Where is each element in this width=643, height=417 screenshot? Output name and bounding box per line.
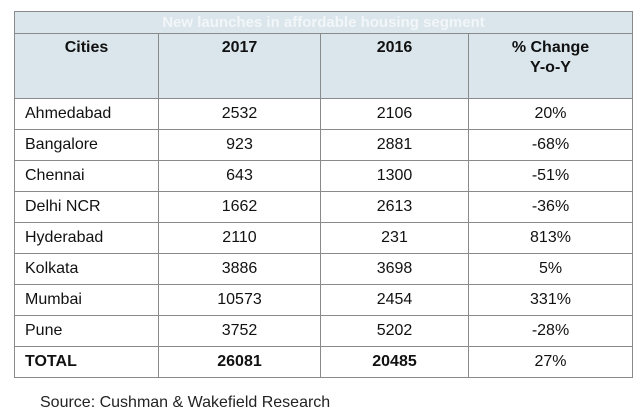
value-2016-cell: 2613 [320, 191, 469, 223]
housing-launch-table-container: New launches in affordable housing segme… [14, 11, 633, 378]
pct-change-cell: 5% [468, 253, 633, 285]
value-2016-cell: 2881 [320, 129, 469, 161]
value-2017-cell: 2110 [158, 222, 321, 254]
pct-change-cell: -36% [468, 191, 633, 223]
table-title-row: New launches in affordable housing segme… [14, 11, 633, 34]
table-row: Hyderabad 2110 231 813% [14, 222, 633, 254]
value-2017-cell: 643 [158, 160, 321, 192]
housing-launch-table: New launches in affordable housing segme… [14, 11, 633, 378]
table-row: Pune 3752 5202 -28% [14, 315, 633, 347]
total-2016: 20485 [320, 346, 469, 378]
column-header-2016: 2016 [320, 33, 469, 99]
pct-change-cell: -51% [468, 160, 633, 192]
total-label: TOTAL [14, 346, 159, 378]
value-2016-cell: 1300 [320, 160, 469, 192]
value-2016-cell: 5202 [320, 315, 469, 347]
value-2016-cell: 2106 [320, 98, 469, 130]
total-change: 27% [468, 346, 633, 378]
value-2016-cell: 3698 [320, 253, 469, 285]
column-header-2017: 2017 [158, 33, 321, 99]
city-cell: Chennai [14, 160, 159, 192]
city-cell: Kolkata [14, 253, 159, 285]
value-2017-cell: 10573 [158, 284, 321, 316]
value-2017-cell: 2532 [158, 98, 321, 130]
pct-change-cell: -28% [468, 315, 633, 347]
total-2017: 26081 [158, 346, 321, 378]
table-row: Chennai 643 1300 -51% [14, 160, 633, 192]
table-header-row: Cities 2017 2016 % Change Y-o-Y [14, 33, 633, 99]
pct-change-cell: 20% [468, 98, 633, 130]
city-cell: Hyderabad [14, 222, 159, 254]
city-cell: Pune [14, 315, 159, 347]
value-2017-cell: 1662 [158, 191, 321, 223]
pct-change-cell: 331% [468, 284, 633, 316]
value-2016-cell: 2454 [320, 284, 469, 316]
table-row: Mumbai 10573 2454 331% [14, 284, 633, 316]
pct-change-cell: -68% [468, 129, 633, 161]
column-header-cities: Cities [14, 33, 159, 99]
table-title: New launches in affordable housing segme… [14, 11, 633, 34]
city-cell: Ahmedabad [14, 98, 159, 130]
table-row: Ahmedabad 2532 2106 20% [14, 98, 633, 130]
city-cell: Mumbai [14, 284, 159, 316]
value-2017-cell: 3886 [158, 253, 321, 285]
pct-change-cell: 813% [468, 222, 633, 254]
pct-header-line1: % Change [511, 39, 590, 56]
table-row: Delhi NCR 1662 2613 -36% [14, 191, 633, 223]
city-cell: Delhi NCR [14, 191, 159, 223]
column-header-pct-change: % Change Y-o-Y [468, 33, 633, 99]
value-2017-cell: 3752 [158, 315, 321, 347]
table-row: Bangalore 923 2881 -68% [14, 129, 633, 161]
value-2016-cell: 231 [320, 222, 469, 254]
table-row: Kolkata 3886 3698 5% [14, 253, 633, 285]
source-note: Source: Cushman & Wakefield Research [40, 394, 331, 411]
city-cell: Bangalore [14, 129, 159, 161]
value-2017-cell: 923 [158, 129, 321, 161]
pct-header-line2: Y-o-Y [530, 59, 571, 76]
total-row: TOTAL 26081 20485 27% [14, 346, 633, 378]
table-body: Ahmedabad 2532 2106 20% Bangalore 923 2881 -68%… [14, 98, 633, 347]
